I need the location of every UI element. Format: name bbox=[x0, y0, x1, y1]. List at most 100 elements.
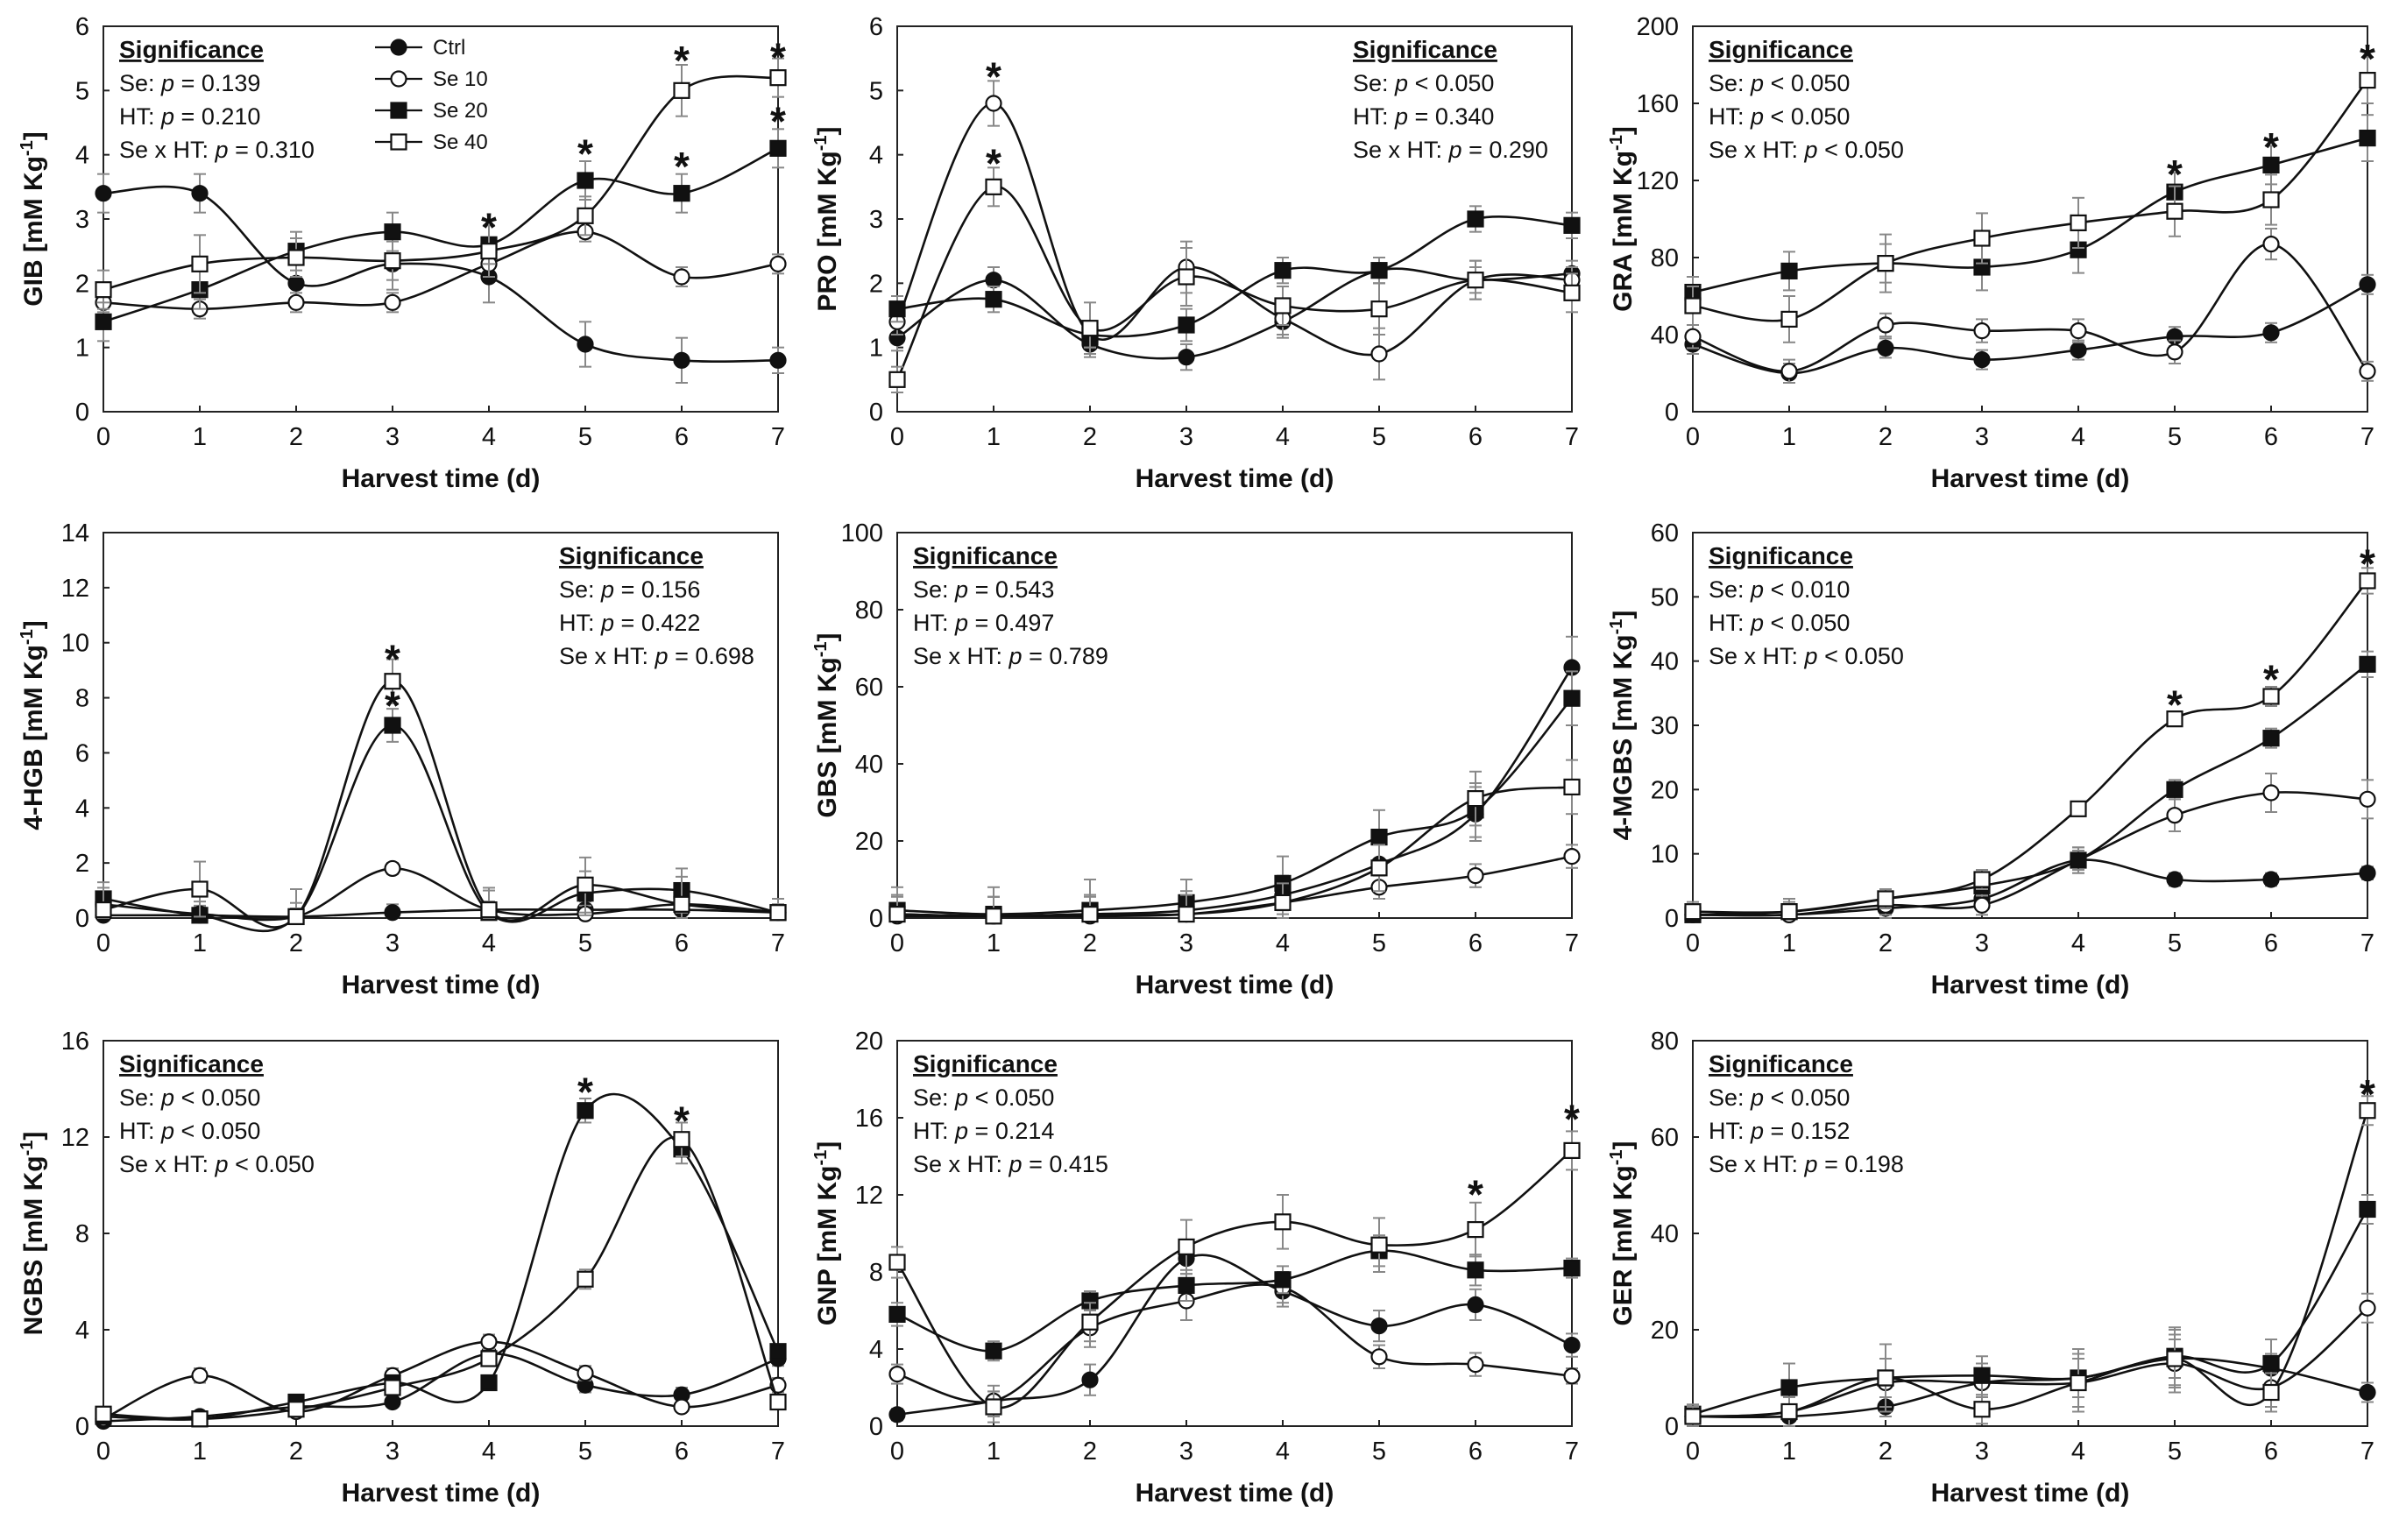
data-point-se-20 bbox=[985, 1342, 1002, 1360]
x-tick-label: 5 bbox=[2168, 423, 2182, 451]
y-axis-title: GIB [mM Kg-1] bbox=[18, 131, 48, 306]
significance-line: HT: p < 0.050 bbox=[1709, 103, 1850, 130]
data-point-se-10 bbox=[287, 293, 305, 311]
chart-panel-9: 0 20 40 60 80 0 1 2 3 4 5 6 7 Harvest time (d) GER [mM… bbox=[1607, 1028, 2376, 1508]
y-tick-label: 0 bbox=[75, 399, 89, 427]
data-point-se-10 bbox=[2262, 236, 2280, 253]
data-point-ctrl bbox=[2262, 871, 2280, 888]
x-tick-label: 5 bbox=[1372, 423, 1386, 451]
significance-star: * bbox=[674, 144, 690, 189]
significance-line: HT: p = 0.214 bbox=[913, 1118, 1054, 1144]
significance-line: HT: p = 0.340 bbox=[1353, 103, 1494, 130]
series-line-se-10 bbox=[1692, 791, 2368, 917]
y-axis-title: PRO [mM Kg-1] bbox=[811, 126, 842, 311]
data-point-se-40 bbox=[1370, 1236, 1388, 1254]
data-point-se-40 bbox=[2359, 71, 2376, 89]
data-point-se-10 bbox=[1370, 345, 1388, 363]
y-tick-label: 4 bbox=[75, 142, 89, 170]
data-point-se-40 bbox=[673, 1131, 690, 1148]
data-point-se-40 bbox=[1081, 1313, 1099, 1331]
data-point-ctrl bbox=[2070, 342, 2087, 359]
data-point-se-40 bbox=[1274, 894, 1292, 912]
data-point-se-20 bbox=[2166, 781, 2183, 798]
series-line-se-20 bbox=[896, 215, 1573, 338]
data-point-se-20 bbox=[2359, 655, 2376, 673]
y-tick-label: 6 bbox=[75, 739, 89, 767]
x-tick-label: 7 bbox=[1565, 929, 1579, 957]
significance-star: * bbox=[986, 140, 1001, 186]
x-tick-label: 4 bbox=[1276, 1438, 1290, 1466]
x-tick-label: 3 bbox=[386, 929, 400, 957]
y-tick-label: 80 bbox=[855, 597, 883, 625]
data-point-se-40 bbox=[384, 1379, 401, 1396]
data-point-se-40 bbox=[2166, 710, 2183, 728]
data-point-se-20 bbox=[2070, 851, 2087, 869]
data-point-se-20 bbox=[769, 139, 787, 157]
y-axis-title: GNP [mM Kg-1] bbox=[811, 1141, 842, 1326]
y-tick-label: 4 bbox=[75, 1317, 89, 1345]
data-point-se-40 bbox=[191, 880, 209, 898]
significance-line: HT: p < 0.050 bbox=[1709, 610, 1850, 636]
data-point-se-40 bbox=[191, 255, 209, 272]
series-line-se-10 bbox=[103, 867, 779, 922]
y-tick-label: 40 bbox=[1651, 1220, 1679, 1248]
x-tick-label: 7 bbox=[2360, 423, 2374, 451]
y-tick-label: 14 bbox=[61, 519, 89, 547]
significance-star: * bbox=[2167, 152, 2183, 197]
data-point-se-20 bbox=[888, 300, 906, 318]
x-tick-label: 2 bbox=[289, 929, 303, 957]
data-point-se-10 bbox=[1563, 1367, 1581, 1385]
y-tick-label: 8 bbox=[869, 1259, 883, 1287]
data-point-se-20 bbox=[1370, 262, 1388, 279]
data-point-se-40 bbox=[1973, 1401, 1991, 1418]
legend-label: Se 40 bbox=[433, 131, 488, 154]
plot-frame bbox=[103, 532, 779, 919]
x-tick-label: 7 bbox=[771, 423, 785, 451]
data-point-se-40 bbox=[2070, 214, 2087, 231]
y-tick-label: 60 bbox=[855, 674, 883, 702]
data-point-se-40 bbox=[95, 1405, 112, 1423]
data-point-se-40 bbox=[1780, 903, 1798, 921]
data-point-ctrl bbox=[384, 904, 401, 922]
y-tick-label: 80 bbox=[1651, 244, 1679, 272]
significance-line: Se x HT: p < 0.050 bbox=[1709, 137, 1904, 163]
data-point-se-20 bbox=[95, 313, 112, 330]
data-point-se-10 bbox=[1973, 896, 1991, 914]
data-point-se-10 bbox=[673, 268, 690, 286]
data-point-se-40 bbox=[95, 281, 112, 299]
data-point-se-10 bbox=[1973, 322, 1991, 340]
data-point-se-20 bbox=[1563, 689, 1581, 707]
series-line-se-20 bbox=[103, 724, 779, 933]
data-point-se-40 bbox=[769, 69, 787, 87]
data-point-se-20 bbox=[2262, 156, 2280, 173]
significance-block: Significance Se: p = 0.156 HT: p = 0.422 Se… bbox=[559, 542, 754, 669]
x-tick-label: 1 bbox=[987, 423, 1001, 451]
y-tick-label: 40 bbox=[1651, 648, 1679, 676]
significance-star: * bbox=[2360, 540, 2375, 586]
data-point-se-10 bbox=[2166, 343, 2183, 361]
x-tick-label: 3 bbox=[1179, 1438, 1193, 1466]
y-axis-title: 4-HGB [mM Kg-1] bbox=[18, 620, 48, 830]
x-tick-label: 2 bbox=[1083, 423, 1097, 451]
data-point-se-20 bbox=[1563, 216, 1581, 234]
data-point-se-40 bbox=[1467, 789, 1484, 808]
y-tick-label: 4 bbox=[869, 1336, 883, 1364]
x-tick-label: 5 bbox=[1372, 1438, 1386, 1466]
data-point-se-10 bbox=[2359, 790, 2376, 808]
significance-line: Se x HT: p < 0.050 bbox=[1709, 643, 1904, 669]
data-point-se-40 bbox=[2262, 191, 2280, 208]
significance-block: Significance Se: p < 0.010 HT: p < 0.050 Se… bbox=[1709, 542, 1904, 669]
significance-star: * bbox=[385, 683, 400, 729]
data-point-se-10 bbox=[1370, 1348, 1388, 1366]
x-tick-label: 3 bbox=[1179, 929, 1193, 957]
chart-panel-5: 0 20 40 60 80 100 0 1 2 3 4 5 6 7 Harvest time (d) GBS … bbox=[811, 519, 1581, 1000]
y-tick-label: 1 bbox=[869, 335, 883, 363]
data-point-se-20 bbox=[1370, 828, 1388, 846]
x-tick-label: 5 bbox=[578, 1438, 592, 1466]
x-tick-label: 1 bbox=[987, 929, 1001, 957]
significance-star: * bbox=[577, 1069, 593, 1114]
data-point-ctrl bbox=[384, 1393, 401, 1411]
x-tick-label: 1 bbox=[1782, 423, 1796, 451]
